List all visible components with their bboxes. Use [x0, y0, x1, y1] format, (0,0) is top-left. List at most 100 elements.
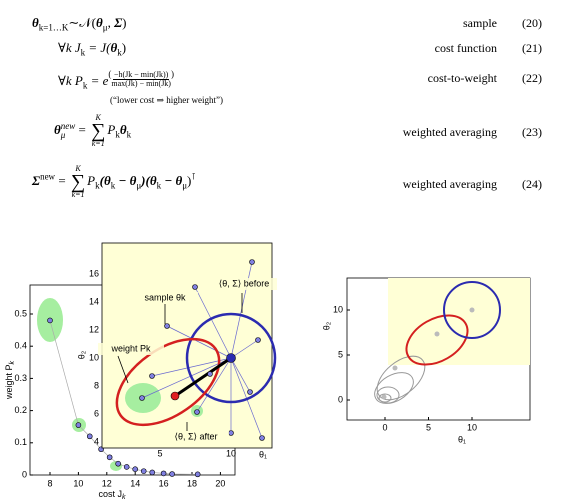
math-part: k	[126, 129, 132, 140]
mean-after	[170, 391, 180, 401]
equation-21: ∀k Jk = J(θk)	[58, 41, 126, 58]
math-part: k	[80, 47, 86, 58]
past-distributions	[374, 355, 426, 404]
annotation: sample θk	[144, 292, 186, 302]
weight-point	[132, 466, 138, 473]
math-part: = J(	[85, 40, 111, 55]
math-part: new	[60, 121, 76, 131]
math-part: − θ	[161, 172, 183, 188]
math-part: μ	[102, 22, 108, 33]
equation-23: θ new μ = K ∑ k=1 Pkθk	[54, 114, 131, 148]
shape	[259, 435, 265, 441]
math-part: =	[55, 172, 69, 188]
math-part: k	[156, 180, 162, 191]
eq-number: (22)	[522, 71, 542, 85]
shape	[139, 395, 145, 401]
equation-20: θk=1…K∼𝒩(θμ, Σ)	[32, 16, 127, 33]
eq-number: (20)	[522, 16, 542, 30]
weight-point	[194, 471, 201, 478]
y-tick-label: 10	[333, 304, 343, 314]
inset-plot: 5 10 4 6 8 10 12 14 16 θ₁ θ₂ sample θk ⟨θ, Σ⟩ before…	[76, 242, 277, 459]
math-part: k	[110, 180, 116, 191]
math-part: k=1…K	[38, 22, 69, 33]
annotation-bg	[211, 278, 277, 290]
weight-point	[160, 470, 167, 477]
eq-number: (24)	[522, 177, 542, 191]
shape	[381, 394, 387, 400]
math-part: Σ	[32, 172, 41, 188]
shape	[149, 373, 155, 379]
y-tick-label: 6	[94, 408, 99, 418]
shape	[434, 331, 440, 337]
y-tick-label: 0.4	[14, 341, 27, 351]
y-axis-label: θ₂	[76, 350, 86, 359]
x-tick-label: 20	[215, 478, 225, 488]
x-tick-label: 16	[159, 478, 169, 488]
math-part: k	[117, 47, 122, 58]
math-part: new	[40, 171, 56, 182]
x-tick-label: 5	[426, 422, 431, 432]
eq-label: sample	[463, 16, 497, 30]
shape	[378, 393, 392, 403]
equation-22: ∀k Pk = e(−h(Jk − min(Jk)) max(Jk) − min(…	[58, 70, 174, 91]
x-tick-label: 10	[467, 422, 477, 432]
math-part: )(θ	[141, 172, 157, 188]
weight-point	[75, 422, 82, 428]
x-tick-label: 10	[226, 448, 236, 458]
y-tick-label: 0	[338, 394, 343, 404]
annotation-bg	[98, 343, 164, 355]
annotation: ⟨θ, Σ⟩ before	[219, 278, 270, 288]
x-axis-label: cost Jk	[98, 489, 126, 500]
y-tick-label: 0.2	[14, 405, 27, 415]
note: (“lower cost ⇒ higher weight”)	[110, 95, 224, 105]
eq-label: weighted averaging	[402, 177, 497, 191]
weight-point	[149, 469, 156, 476]
y-tick-label: 0	[22, 469, 27, 479]
shape	[228, 430, 234, 436]
math-part: μ	[136, 180, 142, 191]
math-part: −h(Jk − min(Jk))	[112, 70, 170, 80]
annotation: weight Pk	[110, 343, 151, 353]
y-tick-label: 10	[89, 352, 99, 362]
shape	[376, 386, 400, 404]
shape	[194, 286, 232, 359]
math-part: θ	[119, 121, 127, 137]
shape	[392, 365, 398, 371]
distribution-final	[443, 281, 501, 339]
math-part: (	[108, 69, 112, 79]
math-part: ∑	[70, 171, 86, 193]
weight-point	[169, 471, 175, 477]
x-axis-label-sub: k	[122, 494, 126, 501]
annotation-bg	[132, 292, 198, 304]
shape	[164, 323, 170, 329]
shape	[374, 372, 414, 404]
math-part: P	[87, 172, 96, 188]
math-part: K	[95, 113, 101, 122]
shape	[255, 337, 261, 343]
x-tick-label: 14	[130, 478, 140, 488]
shape	[141, 357, 232, 399]
shape: K ∑ k=1	[71, 165, 85, 199]
math-part: − θ	[115, 172, 137, 188]
math-part: θ	[110, 40, 118, 55]
equation-24: Σnew = K ∑ k=1 Pk(θk − θμ)(θk − θμ)⊺	[32, 165, 196, 199]
y-tick-label: 12	[89, 324, 99, 334]
x-axis-label: θ₁	[259, 449, 267, 459]
shape	[469, 307, 475, 313]
weight-point	[47, 317, 53, 324]
math-part: ,	[107, 15, 115, 30]
shape	[230, 339, 259, 359]
math-part: k	[115, 129, 120, 140]
x-tick-label: 10	[73, 478, 83, 488]
math-part: k=1	[71, 190, 85, 199]
y-tick-label: 16	[89, 268, 99, 278]
weight-point	[123, 464, 130, 470]
annotation: ⟨θ, Σ⟩ after	[174, 431, 217, 441]
math-part: )	[170, 69, 174, 79]
pointers	[117, 293, 243, 431]
weight-point	[140, 468, 147, 474]
math-part: =	[75, 121, 90, 137]
math-part: = e	[87, 73, 109, 88]
